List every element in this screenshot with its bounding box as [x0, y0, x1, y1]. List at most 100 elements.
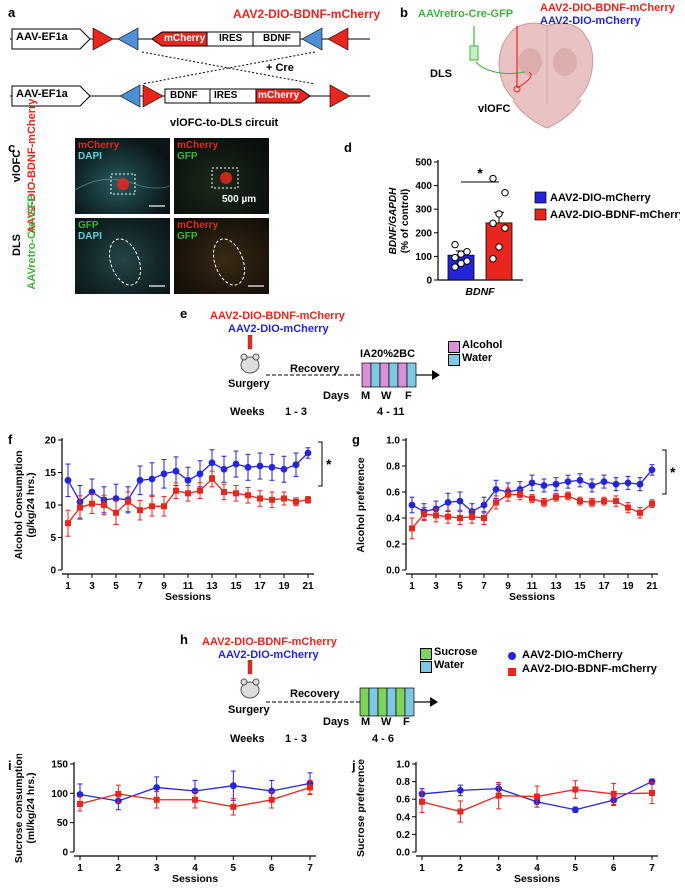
data-point	[553, 494, 559, 501]
data-point	[445, 513, 451, 520]
x-axis-label: Sessions	[165, 591, 211, 603]
x-tick-label: 19	[278, 581, 290, 592]
h-leg-water: Water	[434, 659, 465, 671]
y-tick-label: 1.0	[396, 760, 410, 771]
panel-h-label: h	[180, 632, 188, 647]
micrograph-dls-mcherry-gfp: mCherry GFP	[174, 218, 269, 294]
data-point	[76, 791, 84, 798]
bdnf-label-1: BDNF	[263, 33, 291, 44]
data-point	[451, 253, 459, 262]
promoter-label-1: AAV-EF1a	[16, 31, 68, 43]
data-point	[451, 240, 459, 249]
h-legend-1: AAV2-DIO-mCherry	[522, 649, 623, 661]
data-point	[197, 487, 203, 494]
legend-swatch-mcherry	[534, 191, 547, 204]
bdnf-label-2: BDNF	[170, 90, 198, 101]
panel-f-label: f	[8, 432, 13, 447]
x-tick-label: 7	[649, 863, 655, 874]
panel-c-label: c	[8, 140, 16, 155]
h-recovery: Recovery	[290, 688, 340, 700]
x-tick-label: 3	[89, 581, 95, 592]
retro-vector-label: AAVretro-Cre-GFP	[418, 8, 514, 20]
y-tick-label: 0	[62, 848, 68, 859]
e-weeks: Weeks	[230, 406, 265, 418]
row2-virus: AAVretro-Cre-GFP	[26, 194, 38, 290]
x-tick-label: 9	[161, 581, 167, 592]
x-axis-label: Sessions	[509, 591, 555, 603]
x-tick-label: 9	[505, 581, 511, 592]
bar	[485, 222, 513, 281]
legend-label-mcherry: AAV2-DIO-mCherry	[550, 192, 652, 204]
h-vector-1: AAV2-DIO-BDNF-mCherry	[202, 636, 337, 648]
data-point	[456, 787, 464, 794]
x-tick-label: 5	[231, 863, 237, 874]
data-point	[495, 210, 503, 218]
h-vector-2: AAV2-DIO-mCherry	[218, 649, 319, 661]
data-point	[196, 470, 204, 478]
bdnf-vector-label: AAV2-DIO-BDNF-mCherry	[540, 2, 675, 14]
row2-region: DLS	[11, 234, 23, 256]
img4-channel2: GFP	[177, 231, 198, 242]
data-point	[495, 243, 503, 251]
y-tick-label: 200	[415, 228, 432, 239]
data-point	[577, 498, 583, 505]
data-point	[565, 492, 571, 499]
data-point	[220, 465, 228, 473]
panel-j-label: j	[352, 758, 356, 773]
loxp-red-1	[92, 27, 114, 51]
y-tick-label: 400	[415, 181, 432, 192]
data-point	[457, 259, 465, 268]
x-tick-label: 13	[550, 581, 562, 592]
data-point	[292, 461, 300, 469]
data-point	[463, 257, 471, 265]
data-point	[648, 778, 656, 785]
x-axis-label: Sessions	[514, 873, 560, 885]
data-point	[540, 482, 548, 489]
x-tick-label: 17	[598, 581, 610, 592]
data-point	[457, 515, 463, 521]
x-tick-label: 7	[307, 863, 313, 874]
circuit-title: vlOFC-to-DLS circuit	[170, 117, 279, 129]
data-point	[192, 796, 198, 803]
h-weeks-2: 4 - 6	[372, 733, 395, 745]
panel-i-label: i	[8, 758, 12, 773]
x-tick-label: 21	[302, 581, 314, 592]
h-days: Days	[323, 716, 350, 728]
data-point	[409, 525, 415, 532]
significance-bracket	[662, 449, 667, 495]
x-tick-label: 3	[154, 863, 160, 874]
data-point	[257, 495, 263, 502]
x-category-label: BDNF	[465, 286, 495, 298]
data-point	[65, 520, 71, 527]
e-recovery: Recovery	[290, 363, 340, 375]
y-tick-label: 0.0	[386, 566, 400, 577]
y-axis-label: Sucrose preference	[355, 759, 367, 857]
h-legend-2: AAV2-DIO-BDNF-mCherry	[522, 663, 657, 675]
data-point	[421, 511, 427, 518]
data-point	[588, 482, 596, 489]
data-point	[610, 790, 617, 797]
h-water-swatch	[420, 661, 432, 673]
data-point	[457, 808, 464, 815]
data-point	[528, 479, 536, 487]
data-point	[589, 499, 595, 506]
e-day-w: W	[381, 390, 392, 402]
e-surgery: Surgery	[228, 378, 270, 390]
x-tick-label: 17	[254, 581, 266, 592]
x-tick-label: 5	[457, 581, 463, 592]
data-point	[601, 498, 607, 505]
panel-b-label: b	[400, 5, 408, 20]
data-point	[636, 480, 644, 488]
promoter-label-2: AAV-EF1a	[16, 88, 68, 100]
data-point	[564, 478, 572, 485]
e-vector-2: AAV2-DIO-mCherry	[228, 323, 329, 335]
x-axis-label: Sessions	[172, 873, 218, 885]
data-point	[463, 247, 471, 256]
y-tick-label: 0	[426, 276, 432, 287]
lox2272-blue-2	[301, 27, 323, 51]
data-point	[480, 501, 488, 509]
e-day-f: F	[405, 390, 412, 402]
data-point	[572, 786, 579, 793]
data-point	[112, 495, 120, 502]
